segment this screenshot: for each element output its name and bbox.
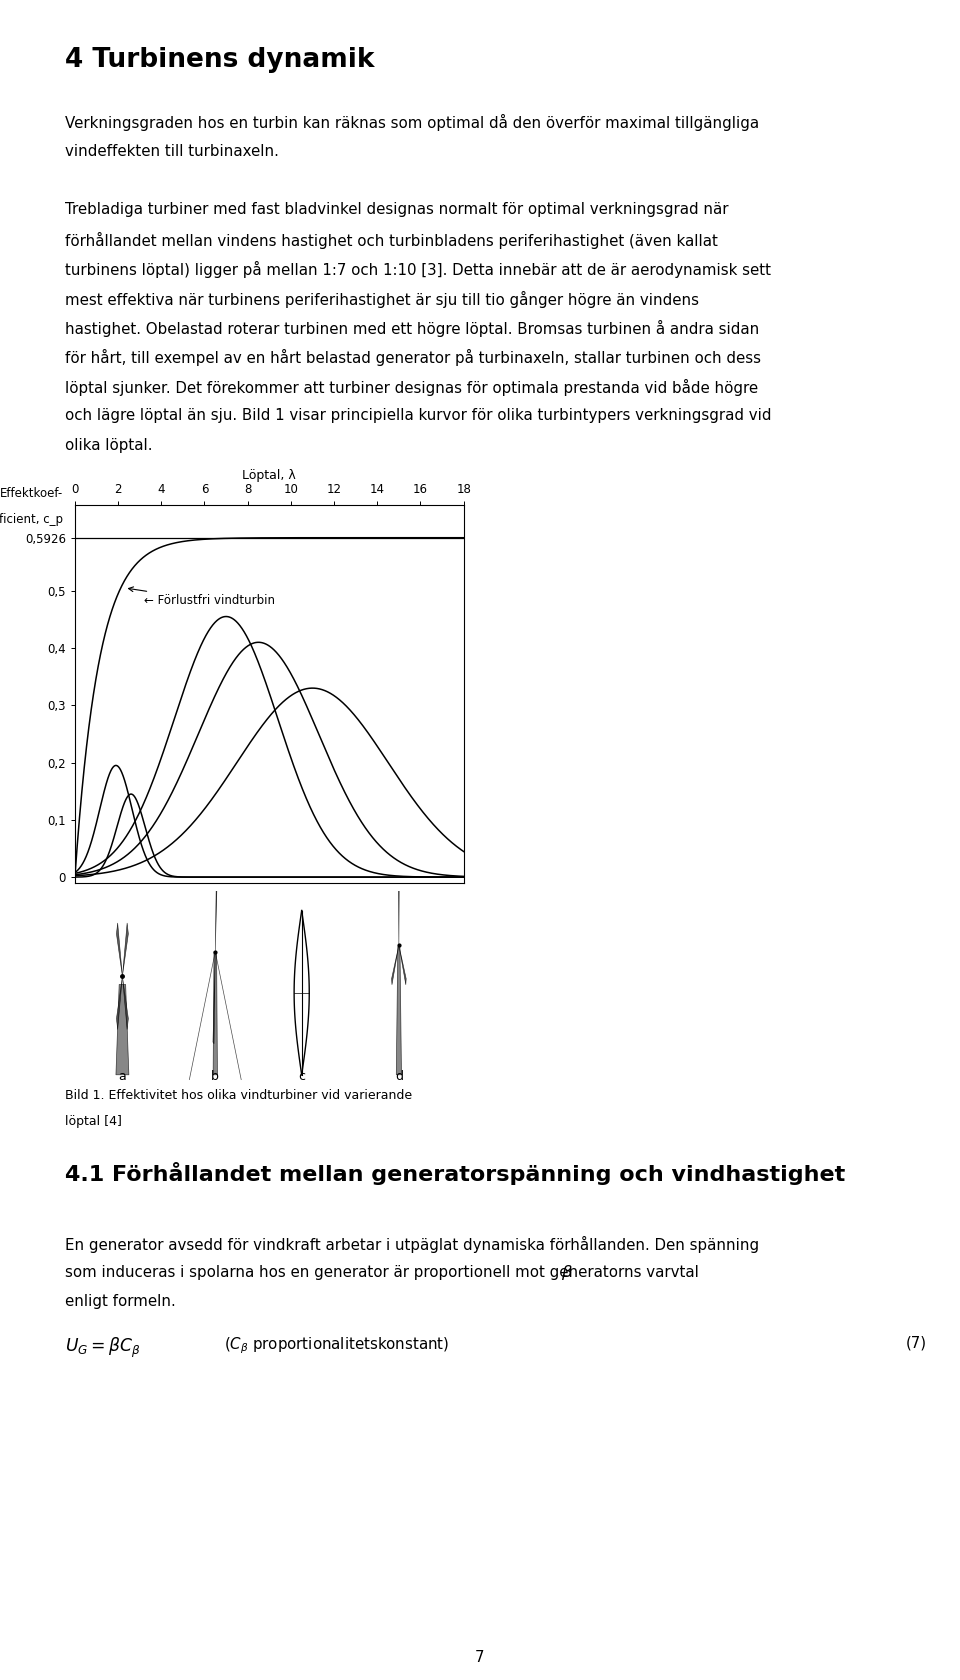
Polygon shape — [116, 976, 123, 1030]
Text: 7: 7 — [475, 1650, 485, 1665]
Polygon shape — [116, 984, 129, 1075]
Polygon shape — [213, 951, 215, 1043]
Polygon shape — [116, 922, 123, 976]
Text: löptal [4]: löptal [4] — [65, 1114, 122, 1127]
Text: förhållandet mellan vindens hastighet och turbinbladens periferihastighet (även : förhållandet mellan vindens hastighet oc… — [65, 232, 718, 249]
Text: Effektkoef-: Effektkoef- — [0, 487, 63, 499]
Polygon shape — [213, 951, 217, 1075]
Text: $\beta$: $\beta$ — [562, 1263, 573, 1282]
X-axis label: Löptal, λ: Löptal, λ — [243, 469, 296, 482]
Text: olika löptal.: olika löptal. — [65, 437, 153, 452]
Text: $(C_{\beta}$ proportionalitetskonstant$)$: $(C_{\beta}$ proportionalitetskonstant$)… — [224, 1336, 449, 1356]
Text: mest effektiva när turbinens periferihastighet är sju till tio gånger högre än v: mest effektiva när turbinens periferihas… — [65, 291, 699, 307]
Polygon shape — [123, 922, 129, 976]
Text: 4.1 Förhållandet mellan generatorspänning och vindhastighet: 4.1 Förhållandet mellan generatorspännin… — [65, 1161, 846, 1184]
Polygon shape — [392, 946, 399, 984]
Text: enligt formeln.: enligt formeln. — [65, 1294, 176, 1309]
Polygon shape — [399, 946, 406, 984]
Text: Trebladiga turbiner med fast bladvinkel designas normalt för optimal verkningsgr: Trebladiga turbiner med fast bladvinkel … — [65, 202, 729, 217]
Text: och lägre löptal än sju. Bild 1 visar principiella kurvor för olika turbintypers: och lägre löptal än sju. Bild 1 visar pr… — [65, 408, 772, 423]
Text: (7): (7) — [905, 1336, 926, 1351]
Text: d: d — [395, 1070, 403, 1082]
Text: hastighet. Obelastad roterar turbinen med ett högre löptal. Bromsas turbinen å a: hastighet. Obelastad roterar turbinen me… — [65, 319, 759, 338]
Text: a: a — [118, 1070, 127, 1082]
Polygon shape — [215, 860, 218, 951]
Text: 4 Turbinens dynamik: 4 Turbinens dynamik — [65, 47, 374, 72]
Text: b: b — [211, 1070, 219, 1082]
Polygon shape — [123, 976, 129, 1030]
Text: ficient, c_p: ficient, c_p — [0, 512, 63, 526]
Text: $U_G = \beta C_{\beta}$: $U_G = \beta C_{\beta}$ — [65, 1336, 141, 1359]
Text: Bild 1. Effektivitet hos olika vindturbiner vid varierande: Bild 1. Effektivitet hos olika vindturbi… — [65, 1089, 413, 1102]
Text: som induceras i spolarna hos en generator är proportionell mot generatorns varvt: som induceras i spolarna hos en generato… — [65, 1265, 708, 1280]
Text: Verkningsgraden hos en turbin kan räknas som optimal då den överför maximal till: Verkningsgraden hos en turbin kan räknas… — [65, 114, 759, 131]
Text: vindeffekten till turbinaxeln.: vindeffekten till turbinaxeln. — [65, 144, 279, 158]
Text: En generator avsedd för vindkraft arbetar i utpäglat dynamiska förhållanden. Den: En generator avsedd för vindkraft arbeta… — [65, 1235, 759, 1253]
Polygon shape — [396, 948, 401, 1075]
Text: c: c — [299, 1070, 305, 1082]
Text: löptal sjunker. Det förekommer att turbiner designas för optimala prestanda vid : löptal sjunker. Det förekommer att turbi… — [65, 378, 758, 396]
Text: för hårt, till exempel av en hårt belastad generator på turbinaxeln, stallar tur: för hårt, till exempel av en hårt belast… — [65, 349, 761, 366]
Text: turbinens löptal) ligger på mellan 1:7 och 1:10 [3]. Detta innebär att de är aer: turbinens löptal) ligger på mellan 1:7 o… — [65, 260, 771, 279]
Text: ← Förlustfri vindturbin: ← Förlustfri vindturbin — [129, 586, 275, 608]
